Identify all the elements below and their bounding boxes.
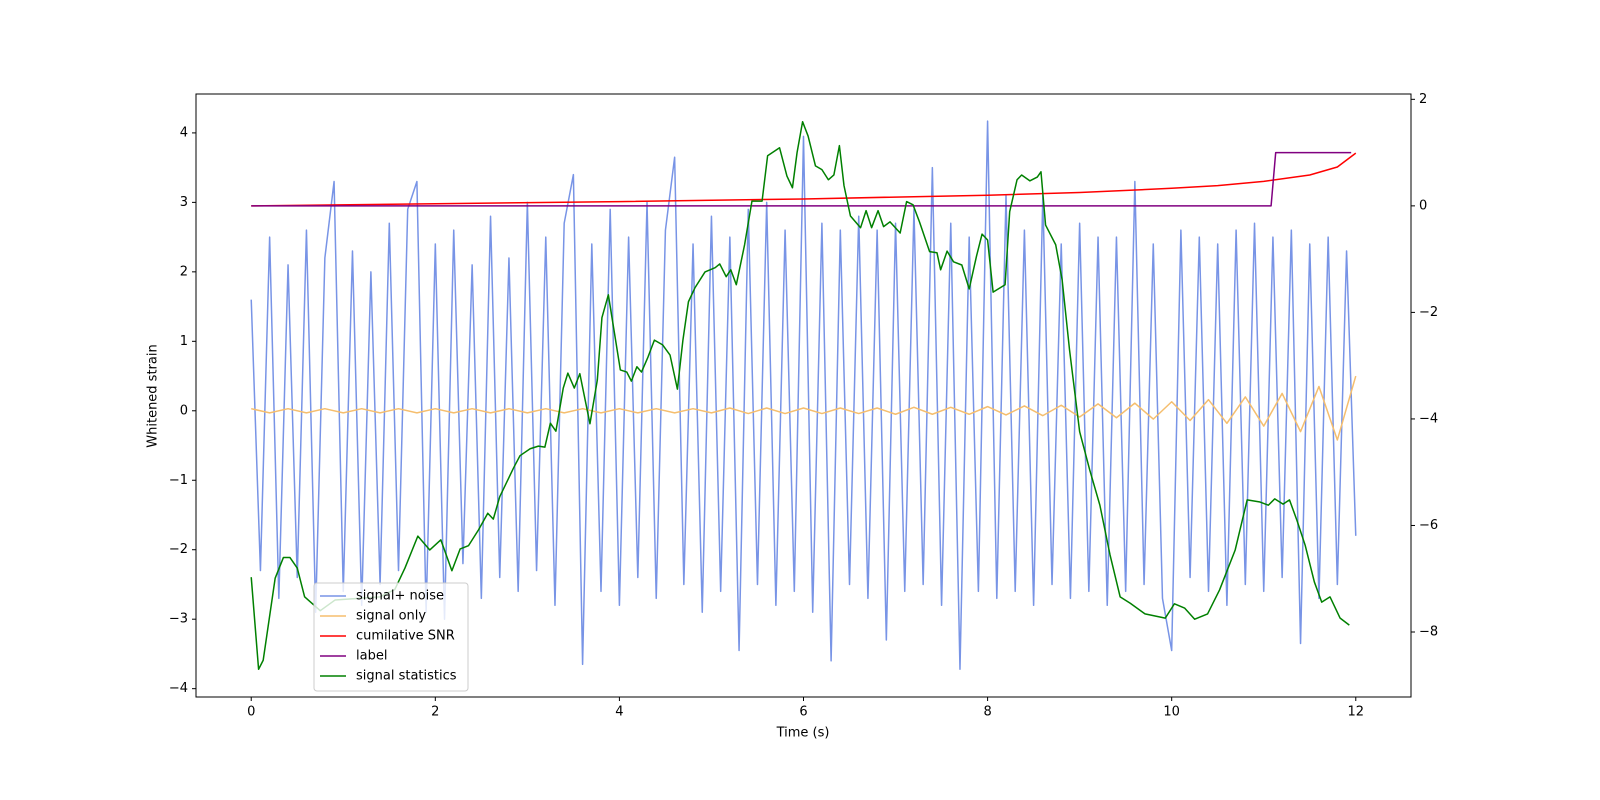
legend-label: signal only — [356, 609, 426, 624]
legend-label: cumilative SNR — [356, 629, 455, 644]
y2-tick-label: −2 — [1419, 305, 1438, 320]
series-line — [250, 120, 1357, 670]
x-tick-label: 10 — [1163, 705, 1180, 720]
y-tick-label: 0 — [180, 403, 188, 418]
y2-tick-label: −4 — [1419, 411, 1438, 426]
legend-label: label — [356, 649, 387, 664]
y2-tick-label: 0 — [1419, 198, 1427, 213]
x-tick-label: 6 — [799, 705, 807, 720]
y-tick-label: 3 — [180, 195, 188, 210]
y-tick-label: −1 — [169, 473, 188, 488]
x-tick-label: 4 — [615, 705, 623, 720]
y-tick-label: 2 — [180, 264, 188, 279]
legend-box — [313, 582, 469, 692]
series-line — [251, 375, 1357, 441]
y-tick-label: 1 — [180, 334, 188, 349]
x-tick-label: 8 — [983, 705, 991, 720]
y-tick-label: −2 — [169, 542, 188, 557]
y2-tick-label: −6 — [1419, 518, 1438, 533]
y-tick-label: 4 — [180, 125, 188, 140]
y-axis-label: Whitened strain — [146, 344, 161, 447]
x-tick-label: 0 — [247, 705, 255, 720]
x-tick-label: 2 — [431, 705, 439, 720]
y-tick-label: −3 — [169, 612, 188, 627]
series-line — [251, 152, 1357, 207]
series-line — [251, 151, 1352, 207]
y2-tick-label: −8 — [1419, 625, 1438, 640]
legend-label: signal statistics — [356, 669, 457, 684]
y-tick-label: −4 — [169, 681, 188, 696]
legend-label: signal+ noise — [356, 589, 444, 604]
y2-tick-label: 2 — [1419, 92, 1427, 107]
x-tick-label: 12 — [1347, 705, 1364, 720]
series-line — [250, 120, 1350, 671]
plot-frame — [195, 93, 1412, 698]
x-axis-label: Time (s) — [776, 726, 830, 741]
